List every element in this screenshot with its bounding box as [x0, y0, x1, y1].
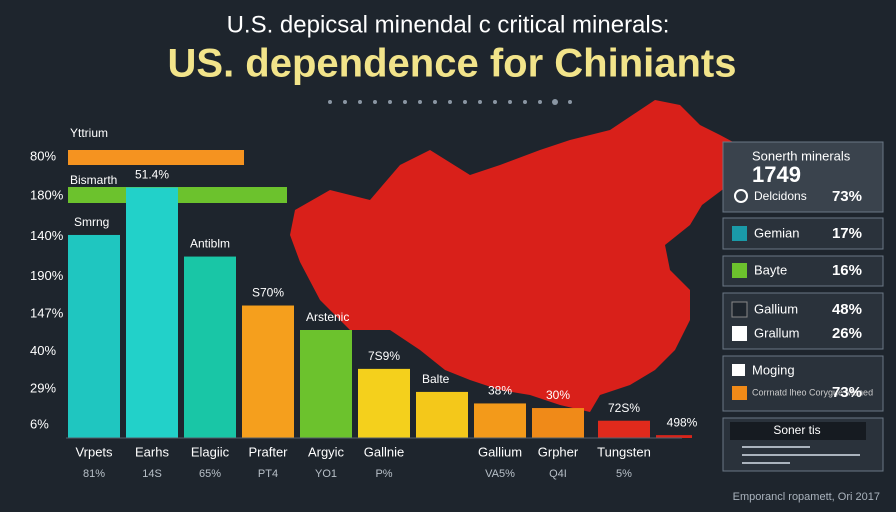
bar — [656, 435, 692, 438]
x-tick-label: Gallnie — [364, 444, 404, 459]
bar-label: 7S9% — [368, 349, 400, 363]
x-sublabel: YO1 — [315, 468, 337, 480]
bar — [68, 234, 120, 438]
panel-label: Bayte — [754, 262, 787, 277]
panel-value: 73% — [832, 384, 862, 401]
x-tick-label: Argyic — [308, 444, 345, 459]
y-tick-label: 6% — [30, 416, 49, 431]
panel-label: Grallum — [754, 325, 800, 340]
panel-label: Gallium — [754, 301, 798, 316]
bar-label: Antiblm — [190, 237, 230, 251]
china-map — [290, 100, 748, 412]
subtitle: U.S. depicsal minendal c critical minera… — [227, 11, 670, 38]
panel-value: 73% — [832, 188, 862, 205]
swatch — [732, 386, 747, 400]
bar — [598, 420, 650, 438]
panel — [722, 292, 884, 350]
bar — [242, 305, 294, 438]
x-sublabel: VA5% — [485, 468, 515, 480]
panel-number: 1749 — [752, 162, 801, 187]
bar — [532, 408, 584, 438]
icon — [732, 364, 745, 376]
panel — [722, 141, 884, 213]
bar-label: Balte — [422, 372, 450, 386]
dots — [328, 99, 572, 105]
legend-lines — [742, 446, 860, 464]
highlight-label: Bismarth — [70, 173, 117, 187]
panel-value: 17% — [832, 225, 862, 242]
footer: Emporancl ropamett, Ori 2017 — [733, 491, 880, 503]
x-tick-label: Earhs — [135, 444, 169, 459]
panel-label: Delcidons — [754, 189, 807, 203]
x-tick-label: Elagiic — [191, 444, 230, 459]
bar-label: S70% — [252, 286, 284, 300]
y-tick-label: 80% — [30, 149, 56, 164]
bar-label: 498% — [667, 415, 698, 429]
x-tick-label: Vrpets — [75, 444, 113, 459]
x-sublabel: Q4I — [549, 468, 567, 480]
x-tick-label: Tungsten — [597, 444, 651, 459]
y-tick-label: 40% — [30, 343, 56, 358]
bar — [300, 330, 352, 438]
panel-value: 16% — [832, 262, 862, 279]
panel-title: Soner tis — [773, 423, 820, 437]
bar-label: 38% — [488, 384, 512, 398]
bar-label: 51.4% — [135, 168, 169, 182]
bar-label: Smrng — [74, 215, 109, 229]
x-tick-label: Prafter — [248, 444, 288, 459]
x-tick-label: Grpher — [538, 444, 579, 459]
panel — [722, 355, 884, 412]
swatch — [732, 326, 747, 341]
y-tick-label: 180% — [30, 188, 64, 203]
bar — [184, 256, 236, 438]
panels: Sonerth minerals 1749 Delcidons 73% Gemi… — [722, 141, 884, 472]
bar — [474, 403, 526, 438]
bar — [126, 187, 178, 438]
panel-label: Corrnatd lheo Corygue Mened — [752, 387, 873, 397]
x-sublabel: 5% — [616, 468, 632, 480]
x-sublabel: PT4 — [258, 468, 278, 480]
bar-label: 72S% — [608, 401, 640, 415]
panel-value: 48% — [832, 301, 862, 318]
panel — [722, 217, 884, 250]
highlight-bar — [68, 150, 244, 165]
x-sublabel: P% — [375, 468, 392, 480]
y-tick-label: 190% — [30, 268, 64, 283]
swatch — [732, 226, 747, 241]
y-tick-label: 29% — [30, 380, 56, 395]
panel-title: Moging — [752, 362, 795, 377]
x-sublabel: 14S — [142, 468, 162, 480]
swatch — [731, 301, 748, 318]
swatch — [732, 263, 747, 278]
panel-title: Sonerth minerals — [752, 148, 851, 163]
panel-header — [730, 422, 866, 440]
icon — [734, 189, 748, 203]
bar — [358, 368, 410, 438]
y-tick-label: 147% — [30, 306, 64, 321]
x-sublabel: 81% — [83, 468, 105, 480]
panel — [722, 255, 884, 287]
bar — [416, 391, 468, 438]
x-tick-label: Gallium — [478, 444, 522, 459]
title: US. dependence for Chiniants — [168, 42, 737, 86]
panel-label: Gemian — [754, 225, 800, 240]
bar-label: Arstenic — [306, 310, 349, 324]
highlight-label: Yttrium — [70, 126, 108, 140]
bar-label: 30% — [546, 388, 570, 402]
y-tick-label: 140% — [30, 228, 64, 243]
panel-value: 26% — [832, 325, 862, 342]
x-sublabel: 65% — [199, 468, 221, 480]
